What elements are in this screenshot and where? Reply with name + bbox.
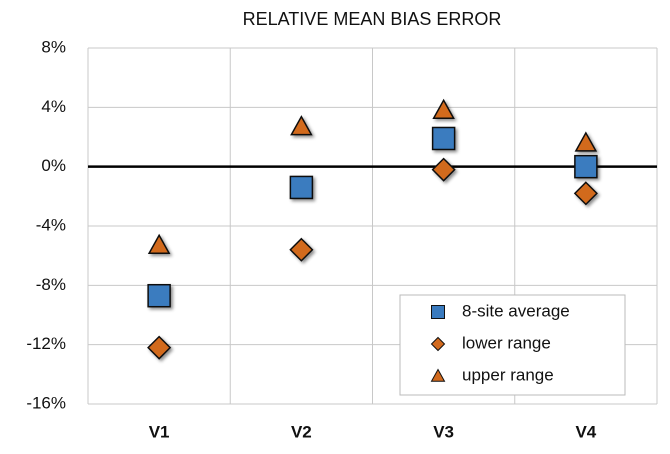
marker-square bbox=[431, 305, 445, 319]
marker-triangle bbox=[432, 98, 455, 120]
marker-square bbox=[289, 175, 314, 200]
x-tick-label: V1 bbox=[149, 422, 170, 441]
y-tick-label: 0% bbox=[41, 156, 66, 175]
legend-label: 8-site average bbox=[462, 301, 570, 320]
legend: 8-site average lower range upper range bbox=[399, 294, 626, 396]
marker-triangle bbox=[574, 131, 598, 152]
y-tick-label: -16% bbox=[26, 393, 66, 412]
x-tick-label: V2 bbox=[291, 422, 312, 441]
marker-diamond bbox=[430, 336, 446, 352]
chart-title: RELATIVE MEAN BIAS ERROR bbox=[243, 9, 502, 29]
y-tick-label: -8% bbox=[36, 275, 66, 294]
marker-square bbox=[574, 154, 598, 179]
y-tick-label: -12% bbox=[26, 334, 66, 353]
marker-triangle bbox=[430, 368, 446, 382]
x-tick-label: V3 bbox=[433, 422, 454, 441]
marker-triangle bbox=[290, 115, 313, 136]
marker-triangle bbox=[147, 233, 171, 255]
marker-diamond bbox=[573, 181, 598, 206]
marker-square bbox=[147, 283, 171, 308]
marker-diamond bbox=[147, 335, 172, 360]
marker-diamond bbox=[289, 237, 314, 262]
legend-label: lower range bbox=[462, 333, 551, 352]
y-tick-label: -4% bbox=[36, 215, 66, 234]
y-tick-label: 4% bbox=[41, 97, 66, 116]
marker-square bbox=[431, 126, 456, 151]
marker-diamond bbox=[431, 157, 456, 182]
x-tick-label: V4 bbox=[575, 422, 596, 441]
legend-label: upper range bbox=[462, 365, 554, 384]
y-tick-label: 8% bbox=[41, 37, 66, 56]
